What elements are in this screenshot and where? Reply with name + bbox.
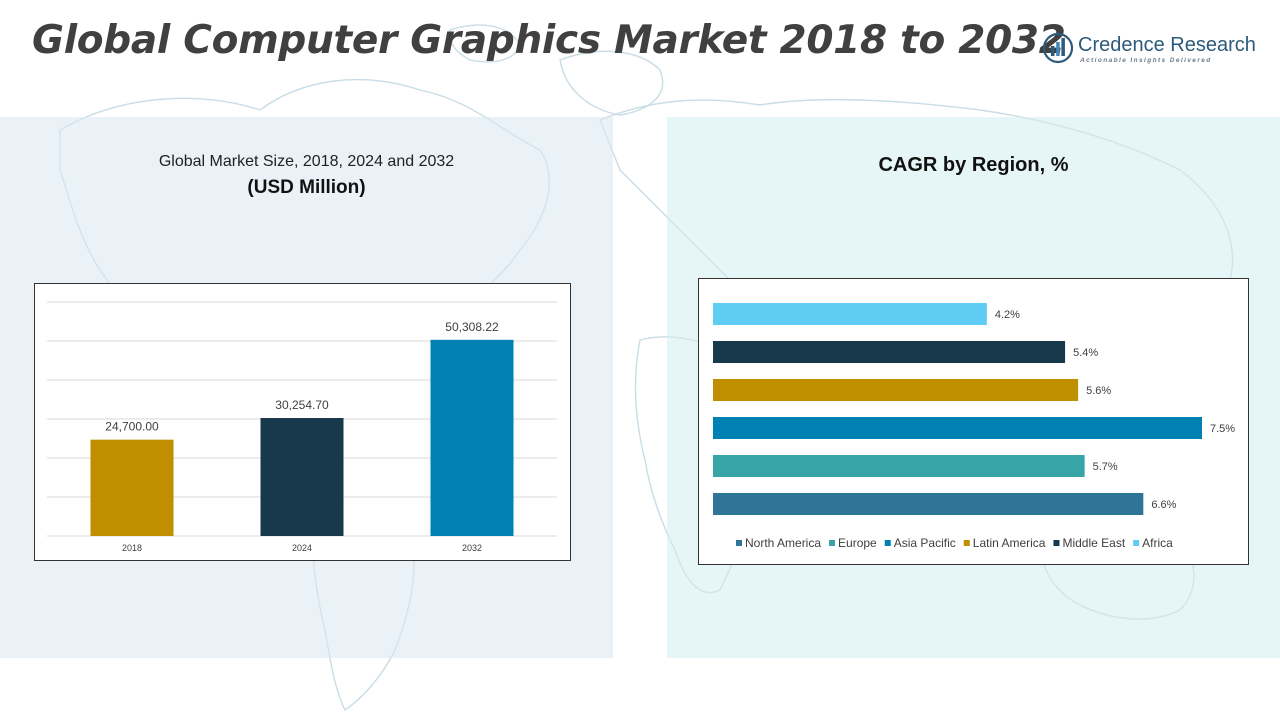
legend-swatch: [1133, 540, 1140, 546]
bar-2018: [90, 439, 174, 536]
hbar-asia-pacific: [713, 417, 1202, 439]
x-tick-label: 2032: [462, 543, 482, 553]
legend-swatch: [884, 540, 891, 546]
legend-swatch: [963, 540, 970, 546]
bar-2024: [260, 418, 344, 536]
bar-value-label: 24,700.00: [105, 420, 159, 434]
hbar-europe: [713, 455, 1085, 477]
cagr-bar-chart: 4.2% 5.4% 5.6% 7.5% 5.7% 6.6% North America Eur…: [713, 303, 1235, 550]
legend-swatch: [829, 540, 836, 546]
hbar-latin-america: [713, 379, 1079, 401]
legend-entry: Asia Pacific: [894, 536, 956, 550]
legend-entry: North America: [745, 536, 821, 550]
credence-logo-icon: [1042, 32, 1074, 64]
hbar-value-label: 5.4%: [1073, 347, 1098, 359]
logo-tagline: Actionable Insights Delivered: [1080, 57, 1212, 64]
bar-2032: [430, 339, 514, 536]
logo-name: Credence Research: [1078, 34, 1256, 56]
hbar-north-america: [713, 493, 1144, 515]
legend-entry: Europe: [838, 536, 877, 550]
hbar-value-label: 4.2%: [995, 309, 1020, 321]
hbar-value-label: 5.7%: [1093, 461, 1118, 473]
hbar-value-label: 6.6%: [1151, 499, 1176, 511]
x-tick-label: 2018: [122, 543, 142, 553]
cagr-subtitle: CAGR by Region, %: [878, 154, 1069, 176]
hbar-africa: [713, 303, 987, 325]
market-size-chart-frame: 24,700.00 2018 30,254.70 2024 50,308.22 2032: [34, 283, 571, 561]
market-size-subtitle: Global Market Size, 2018, 2024 and 2032: [158, 153, 455, 170]
legend-entry: Latin America: [973, 536, 1046, 550]
hbar-middle-east: [713, 341, 1066, 363]
legend-entry: Middle East: [1062, 536, 1125, 550]
legend-entry: Africa: [1142, 536, 1173, 550]
cagr-chart-frame: 4.2% 5.4% 5.6% 7.5% 5.7% 6.6% North America Eur…: [698, 278, 1249, 565]
bar-value-label: 50,308.22: [445, 320, 499, 334]
market-size-bar-chart: 24,700.00 2018 30,254.70 2024 50,308.22 2032: [47, 301, 557, 553]
hbar-value-label: 7.5%: [1210, 423, 1235, 435]
bar-value-label: 30,254.70: [275, 398, 329, 412]
x-tick-label: 2024: [292, 543, 312, 553]
legend-swatch: [1053, 540, 1060, 546]
legend-swatch: [736, 540, 742, 546]
market-size-unit: (USD Million): [247, 177, 366, 198]
brand-logo: Credence Research Actionable Insights De…: [1042, 32, 1256, 68]
hbar-value-label: 5.6%: [1086, 385, 1111, 397]
page-title: Global Computer Graphics Market 2018 to …: [32, 18, 1066, 63]
